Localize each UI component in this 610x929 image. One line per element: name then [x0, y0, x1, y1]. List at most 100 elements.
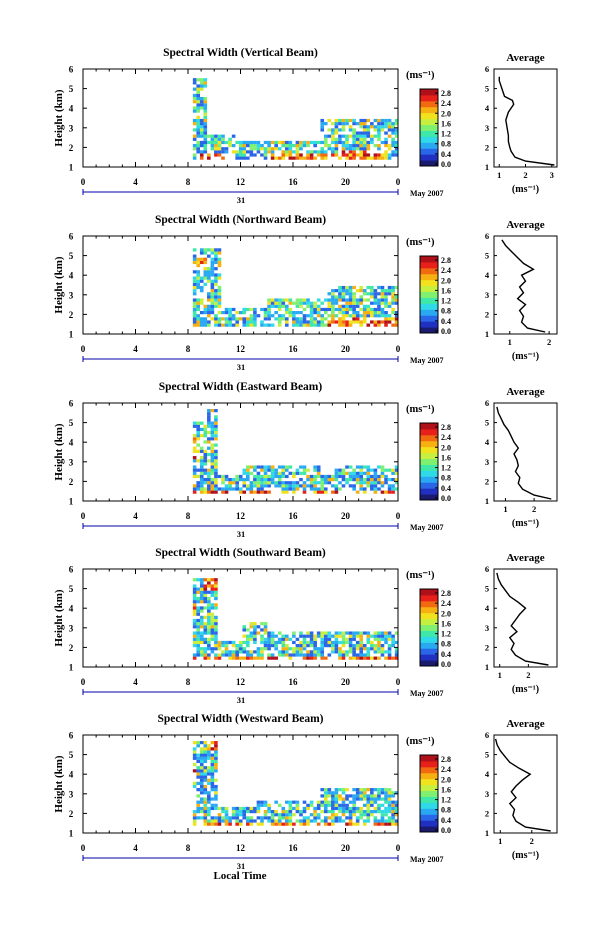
heatmap-cell: [210, 301, 215, 305]
heatmap-cell: [207, 797, 211, 801]
heatmap-cell: [355, 478, 360, 482]
heatmap-cell: [359, 653, 364, 657]
heatmap-cell: [359, 323, 364, 327]
heatmap-cell: [334, 490, 339, 494]
heatmap-cell: [380, 637, 385, 641]
heatmap-cell: [380, 320, 385, 324]
heatmap-cell: [341, 644, 346, 648]
heatmap-cell: [284, 150, 289, 154]
heatmap-cell: [199, 756, 204, 760]
heatmap-cell: [366, 323, 371, 327]
heatmap-cell: [373, 484, 378, 488]
heatmap-cell: [359, 320, 364, 324]
heatmap-cell: [327, 644, 332, 648]
heatmap-cell: [352, 304, 356, 308]
heatmap-cell: [249, 637, 254, 641]
heatmap-cell: [355, 301, 360, 305]
heatmap-cell: [242, 813, 247, 817]
heatmap-cell: [249, 653, 254, 657]
heatmap-cell: [274, 156, 278, 160]
average-title: Average: [506, 386, 544, 398]
heatmap-cell: [217, 140, 222, 145]
heatmap-cell: [270, 634, 275, 638]
heatmap-cell: [274, 147, 278, 151]
heatmap-cell: [231, 813, 236, 817]
heatmap-cell: [221, 819, 225, 823]
y-tick-label: 3: [69, 623, 74, 633]
y-tick-label: 3: [69, 789, 74, 799]
heatmap-cell: [277, 298, 282, 302]
heatmap-cell: [277, 822, 282, 826]
heatmap-cell: [203, 96, 208, 101]
heatmap-cell: [380, 647, 385, 651]
heatmap-cell: [320, 644, 325, 648]
heatmap-cell: [203, 628, 208, 632]
heatmap-cell: [192, 147, 197, 151]
heatmap-cell: [377, 304, 381, 308]
heatmap-cell: [196, 317, 200, 321]
heatmap-cell: [207, 637, 211, 641]
heatmap-cell: [196, 634, 200, 638]
heatmap-cell: [249, 484, 254, 488]
heatmap-cell: [199, 816, 204, 820]
heatmap-cell: [246, 487, 250, 491]
heatmap-cell: [210, 137, 215, 141]
heatmap-cell: [228, 640, 232, 645]
heatmap-cell: [203, 625, 208, 629]
date-label: May 2007: [410, 855, 444, 864]
heatmap-cell: [281, 301, 286, 305]
heatmap-cell: [394, 800, 399, 804]
heatmap-cell: [316, 304, 321, 308]
heatmap-cell: [210, 424, 215, 428]
heatmap-cell: [313, 647, 317, 651]
heatmap-cell: [263, 156, 268, 160]
heatmap-cell: [394, 487, 399, 491]
heatmap-cell: [263, 307, 268, 312]
colorbar-segment: [420, 434, 438, 442]
heatmap-cell: [345, 314, 349, 318]
heatmap-cell: [391, 800, 395, 804]
heatmap-cell: [210, 762, 215, 767]
heatmap-cell: [207, 653, 211, 657]
heatmap-cell: [323, 122, 328, 126]
heatmap-cell: [284, 323, 289, 327]
heatmap-cell: [362, 153, 367, 157]
heatmap-cell: [221, 487, 225, 491]
heatmap-cell: [295, 311, 300, 315]
heatmap-cell: [192, 474, 197, 479]
heatmap-cell: [320, 647, 325, 651]
heatmap-cell: [359, 307, 364, 312]
heatmap-cell: [370, 797, 374, 801]
heatmap-cell: [334, 637, 339, 641]
heatmap-cell: [284, 634, 289, 638]
heatmap-cell: [309, 150, 314, 154]
heatmap-cell: [203, 615, 208, 619]
x-tick-label: 0: [396, 843, 401, 853]
heatmap-cell: [362, 307, 367, 312]
heatmap-cell: [377, 311, 381, 315]
colorbar-tick-label: 2.0: [441, 609, 451, 618]
heatmap-cell: [207, 622, 211, 626]
heatmap-cell: [316, 314, 321, 318]
heatmap-cell: [192, 153, 197, 157]
heatmap-cell: [199, 769, 204, 773]
heatmap-cell: [391, 298, 395, 302]
heatmap-cell: [302, 465, 307, 469]
heatmap-cell: [260, 650, 264, 654]
heatmap-cell: [217, 640, 222, 645]
heatmap-cell: [217, 813, 222, 817]
heatmap-cell: [313, 819, 317, 823]
heatmap-cell: [309, 650, 314, 654]
heatmap-cell: [327, 640, 332, 645]
heatmap-cell: [359, 474, 364, 479]
heatmap-cell: [327, 147, 332, 151]
heatmap-cell: [327, 653, 332, 657]
heatmap-cell: [210, 251, 215, 255]
heatmap-cell: [192, 769, 197, 773]
heatmap-cell: [288, 144, 293, 148]
heatmap-cell: [270, 304, 275, 308]
heatmap-cell: [267, 144, 271, 148]
heatmap-cell: [221, 147, 225, 151]
heatmap-cell: [207, 273, 211, 277]
